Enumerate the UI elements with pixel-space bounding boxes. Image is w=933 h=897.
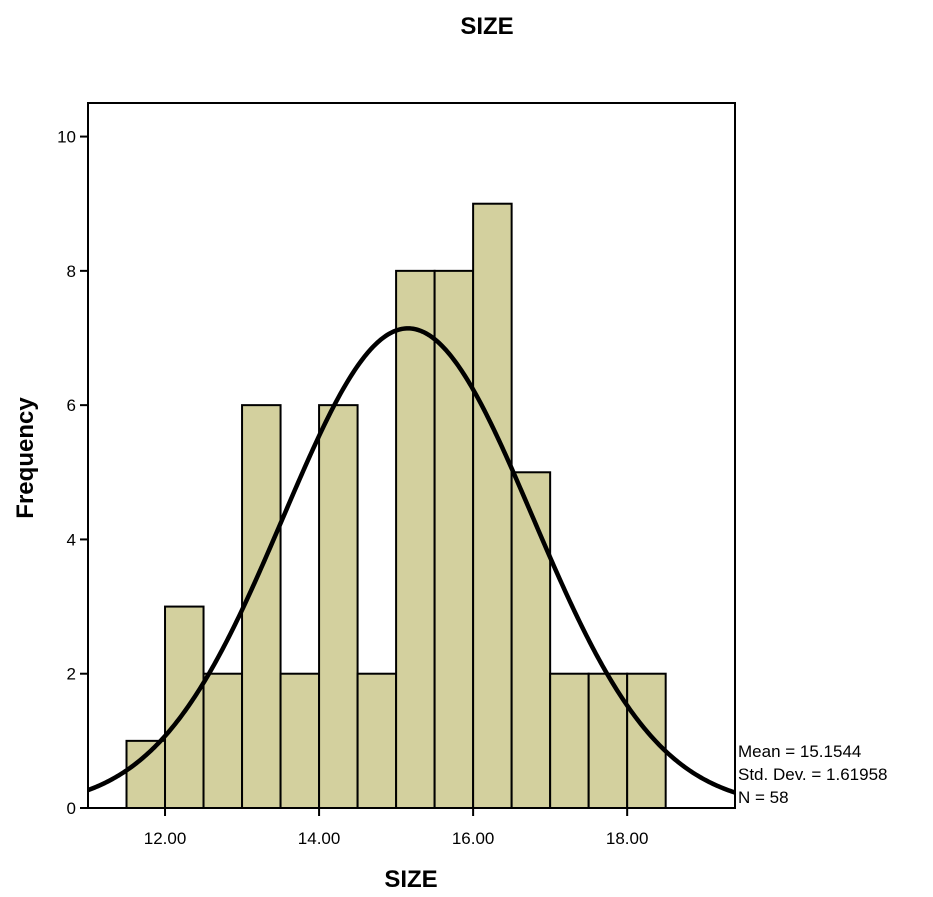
histogram-bar-4 xyxy=(279,672,321,810)
histogram-bar-11 xyxy=(549,672,590,810)
stat-line: Std. Dev. = 1.61958 xyxy=(738,765,887,784)
histogram-bar-2 xyxy=(202,672,244,810)
normal-curve xyxy=(87,326,736,795)
histogram-bar-5 xyxy=(318,404,359,809)
histogram-bar-1 xyxy=(164,605,205,809)
histogram-bar-9 xyxy=(472,202,513,809)
x-axis-label: SIZE xyxy=(384,866,437,893)
chart-title: SIZE xyxy=(460,13,513,40)
plot-frame xyxy=(87,102,736,809)
histogram-bar-10 xyxy=(510,471,552,809)
y-tick-label: 8 xyxy=(67,262,76,281)
histogram-bar-7 xyxy=(395,269,436,810)
x-tick-label: 12.00 xyxy=(144,829,187,848)
stat-line: Mean = 15.1544 xyxy=(738,742,861,761)
y-axis-label: Frequency xyxy=(12,397,39,519)
y-tick-label: 4 xyxy=(67,530,76,549)
histogram-bar-0 xyxy=(125,739,167,809)
y-tick-label: 0 xyxy=(67,799,76,818)
y-tick-label: 10 xyxy=(57,128,76,147)
bars-group xyxy=(125,202,667,810)
histogram-bar-8 xyxy=(433,269,475,810)
histogram-bar-13 xyxy=(626,672,667,810)
histogram-bar-6 xyxy=(356,672,398,810)
x-tick-label: 18.00 xyxy=(606,829,649,848)
x-axis: 12.00 14.00 16.00 18.00 xyxy=(144,808,649,848)
y-tick-label: 6 xyxy=(67,396,76,415)
x-tick-label: 14.00 xyxy=(298,829,341,848)
histogram-bar-3 xyxy=(241,404,282,809)
stat-line: N = 58 xyxy=(738,788,789,807)
statistics-block: Mean = 15.1544 Std. Dev. = 1.61958 N = 58 xyxy=(738,742,887,807)
x-tick-label: 16.00 xyxy=(452,829,495,848)
y-axis: 0 2 4 6 8 10 xyxy=(57,128,88,818)
y-tick-label: 2 xyxy=(67,665,76,684)
